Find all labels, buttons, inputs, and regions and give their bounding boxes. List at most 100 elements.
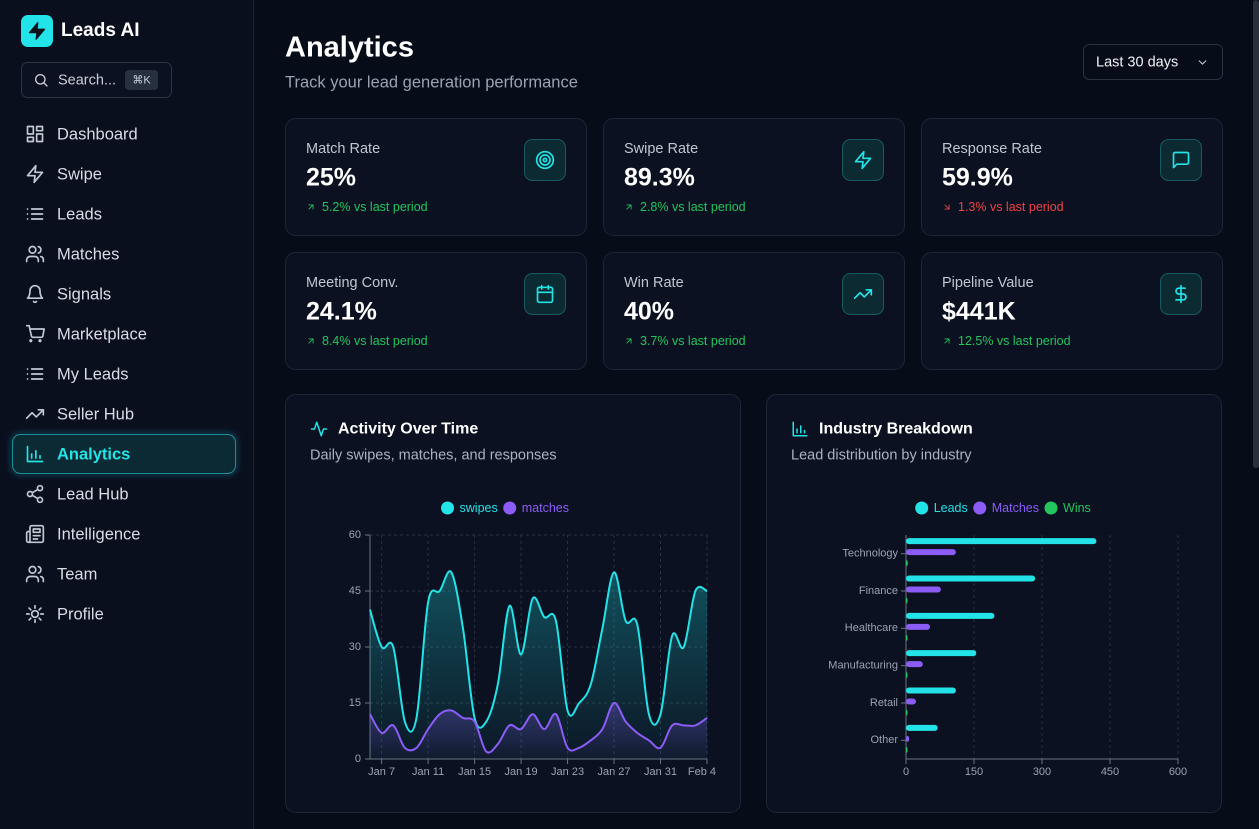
- kpi-label: Meeting Conv.: [306, 275, 398, 291]
- kpi-card: [285, 252, 587, 370]
- y-tick-label: 15: [349, 697, 361, 709]
- kpi-label: Response Rate: [942, 141, 1042, 157]
- nav-icon: [25, 604, 45, 624]
- bar: [906, 661, 923, 668]
- nav-item[interactable]: Matches: [57, 245, 119, 263]
- nav-item[interactable]: Lead Hub: [57, 485, 129, 503]
- search-placeholder: Search...: [58, 72, 116, 88]
- nav-item[interactable]: Profile: [57, 605, 104, 623]
- brand-name: Leads AI: [61, 20, 140, 41]
- trend-arrow: [308, 338, 314, 344]
- legend-label: Wins: [1063, 501, 1091, 515]
- kpi-change: 3.7% vs last period: [640, 334, 746, 348]
- logo-bolt: [28, 22, 46, 40]
- shortcut-key: [125, 70, 158, 90]
- x-tick-label: 150: [965, 766, 983, 778]
- nav-icon: [26, 368, 44, 380]
- nav-item[interactable]: Leads: [57, 205, 102, 223]
- legend-item: matches: [503, 501, 569, 515]
- nav-icon: [25, 524, 45, 544]
- nav-item[interactable]: Analytics: [57, 445, 130, 463]
- kpi-value: 59.9%: [942, 164, 1013, 192]
- trend-arrow: [626, 338, 632, 344]
- kpi-change: 8.4% vs last period: [322, 334, 428, 348]
- y-tick-label: Other: [870, 734, 898, 746]
- range-chevron: [1198, 60, 1207, 65]
- trend-arrow: [308, 204, 314, 210]
- page-subtitle: Track your lead generation performance: [285, 73, 578, 91]
- bar: [906, 597, 908, 604]
- y-tick-label: 60: [349, 529, 361, 541]
- nav-icon: [26, 445, 44, 463]
- legend-label: Matches: [992, 501, 1039, 515]
- bar: [906, 612, 995, 619]
- kpi-change: 12.5% vs last period: [958, 334, 1071, 348]
- search-icon: [35, 74, 48, 87]
- legend-label: Leads: [934, 501, 968, 515]
- x-tick-label: Jan 27: [598, 766, 631, 778]
- kpi-icon: [1172, 151, 1190, 169]
- nav-item[interactable]: Dashboard: [57, 125, 138, 143]
- x-tick-label: 300: [1033, 766, 1051, 778]
- nav-active-bg: [12, 434, 236, 474]
- kpi-card: [285, 118, 587, 236]
- bar: [906, 549, 956, 556]
- nav-item[interactable]: Marketplace: [57, 325, 147, 343]
- kpi-icon: [854, 150, 872, 170]
- legend-swatch: [915, 501, 929, 515]
- legend-item: Wins: [1044, 501, 1091, 515]
- kpi-icon-box: [842, 273, 884, 315]
- trend-arrow: [944, 204, 950, 210]
- kpi-label: Pipeline Value: [942, 275, 1034, 291]
- x-tick-label: 600: [1169, 766, 1187, 778]
- chart-title: Activity Over Time: [338, 421, 478, 438]
- legend-label: matches: [522, 501, 569, 515]
- kpi-card: [921, 118, 1223, 236]
- nav-icon: [26, 125, 44, 143]
- chart-subtitle: Daily swipes, matches, and responses: [310, 447, 557, 463]
- bar: [906, 586, 941, 593]
- legend-label: swipes: [460, 501, 498, 515]
- chart-icon: [310, 421, 328, 437]
- trend-arrow: [944, 338, 950, 344]
- kpi-value: $441K: [942, 298, 1016, 326]
- kpi-value: 25%: [306, 164, 356, 192]
- y-tick-label: 45: [349, 585, 361, 597]
- y-tick-label: Finance: [859, 585, 898, 597]
- kpi-icon-box: [524, 139, 566, 181]
- bar: [906, 672, 908, 679]
- legend-swatch: [441, 501, 455, 515]
- range-label: Last 30 days: [1096, 54, 1178, 70]
- bar: [906, 698, 916, 705]
- bar: [906, 650, 977, 657]
- nav-item[interactable]: Swipe: [57, 165, 102, 183]
- nav-item[interactable]: Seller Hub: [57, 405, 134, 423]
- bar: [906, 735, 910, 742]
- kpi-icon: [853, 289, 873, 300]
- nav-icon: [26, 208, 44, 220]
- kpi-label: Win Rate: [624, 275, 684, 291]
- bar: [906, 623, 931, 630]
- page-title: Analytics: [285, 32, 414, 64]
- range-select[interactable]: [1083, 44, 1223, 80]
- kpi-value: 40%: [624, 298, 674, 326]
- nav-item[interactable]: Team: [57, 565, 97, 583]
- kpi-change: 5.2% vs last period: [322, 200, 428, 214]
- y-tick-label: Technology: [842, 548, 898, 560]
- chart-icon: [792, 421, 808, 437]
- x-tick-label: Jan 11: [412, 766, 444, 778]
- nav-icon: [26, 284, 44, 304]
- kpi-icon-box: [524, 273, 566, 315]
- nav-item[interactable]: Intelligence: [57, 525, 140, 543]
- x-tick-label: Jan 7: [368, 766, 395, 778]
- nav-icon: [26, 164, 44, 184]
- nav-item[interactable]: My Leads: [57, 365, 129, 383]
- nav-item[interactable]: Signals: [57, 285, 111, 303]
- legend-item: swipes: [441, 501, 498, 515]
- chart-title: Industry Breakdown: [819, 421, 973, 438]
- kpi-change: 1.3% vs last period: [958, 200, 1064, 214]
- shortcut-label: ⌘K: [132, 74, 151, 86]
- legend-swatch: [1044, 501, 1058, 515]
- kpi-label: Match Rate: [306, 141, 380, 157]
